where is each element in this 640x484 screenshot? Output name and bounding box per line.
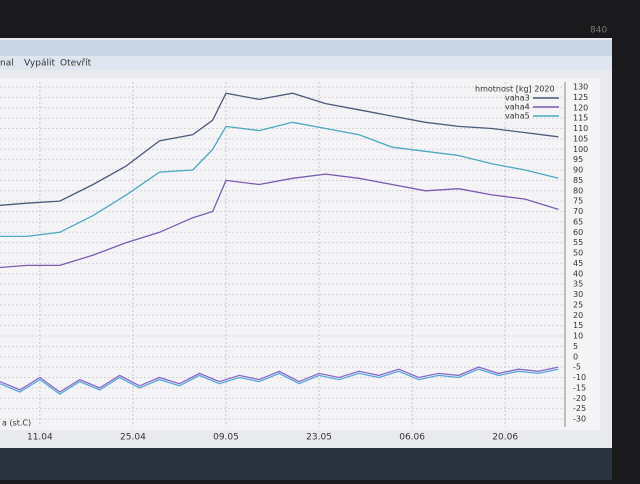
series-line bbox=[0, 366, 559, 393]
y-tick-label: 70 bbox=[573, 207, 583, 216]
legend-label: vaha4 bbox=[505, 103, 530, 112]
y-tick-label: 80 bbox=[573, 186, 583, 195]
x-tick-label: 09.05 bbox=[213, 433, 239, 443]
y-tick-label: 0 bbox=[573, 352, 578, 361]
y-tick-label: 10 bbox=[573, 332, 583, 341]
y-tick-label: -5 bbox=[573, 363, 581, 372]
toolbar bbox=[0, 56, 612, 70]
legend-label: vaha3 bbox=[505, 94, 530, 103]
x-tick-label: 20.06 bbox=[492, 433, 518, 443]
y-tick-label: 35 bbox=[573, 280, 583, 289]
screen-label: 840 bbox=[590, 26, 607, 36]
menu-item[interactable]: Otevřít bbox=[60, 59, 92, 69]
series-line bbox=[0, 173, 559, 269]
y-tick-label: 90 bbox=[573, 166, 583, 175]
y-tick-label: -20 bbox=[573, 394, 586, 403]
series-line bbox=[0, 92, 559, 206]
y-tick-label: 100 bbox=[573, 145, 588, 154]
y-tick-label: 95 bbox=[573, 155, 583, 164]
y-tick-label: 110 bbox=[573, 124, 588, 133]
y-tick-label: 130 bbox=[573, 83, 588, 92]
title-bar bbox=[0, 40, 612, 56]
y-tick-label: 125 bbox=[573, 93, 588, 102]
x-tick-label: 11.04 bbox=[27, 433, 53, 443]
y-tick-label: 20 bbox=[573, 311, 583, 320]
menu-item[interactable]: nal bbox=[0, 59, 14, 69]
x-tick-label: 25.04 bbox=[120, 433, 146, 443]
legend-title: hmotnost [kg] 2020 bbox=[475, 85, 555, 94]
y-tick-label: -25 bbox=[573, 404, 586, 413]
legend-label: vaha5 bbox=[505, 112, 530, 121]
plot: -30-25-20-15-10-505101520253035404550556… bbox=[0, 82, 588, 443]
y-tick-label: 30 bbox=[573, 290, 583, 299]
x-tick-label: 06.06 bbox=[399, 433, 425, 443]
y-tick-label: 45 bbox=[573, 259, 583, 268]
series-line bbox=[0, 121, 559, 238]
y-tick-label: 60 bbox=[573, 228, 583, 237]
y-tick-label: -15 bbox=[573, 383, 586, 392]
y-tick-label: 50 bbox=[573, 249, 583, 258]
series-line bbox=[0, 368, 559, 395]
y-tick-label: 5 bbox=[573, 342, 578, 351]
y-tick-label: 40 bbox=[573, 269, 583, 278]
y-tick-label: 120 bbox=[573, 103, 588, 112]
y-tick-label: 105 bbox=[573, 134, 588, 143]
y-tick-label: 75 bbox=[573, 197, 583, 206]
y-tick-label: 85 bbox=[573, 176, 583, 185]
y-tick-label: -10 bbox=[573, 373, 586, 382]
y-tick-label: 25 bbox=[573, 300, 583, 309]
y-tick-label: 65 bbox=[573, 217, 583, 226]
y-tick-label: 15 bbox=[573, 321, 583, 330]
y-tick-label: 55 bbox=[573, 238, 583, 247]
menu-item[interactable]: Vypálit bbox=[24, 59, 55, 69]
y-tick-label: -30 bbox=[573, 415, 586, 424]
x-tick-label: 23.05 bbox=[306, 433, 332, 443]
taskbar bbox=[0, 448, 612, 480]
y-tick-label: 115 bbox=[573, 114, 588, 123]
chart-background bbox=[0, 78, 600, 430]
bottom-legend: a (st.C) bbox=[2, 419, 31, 428]
